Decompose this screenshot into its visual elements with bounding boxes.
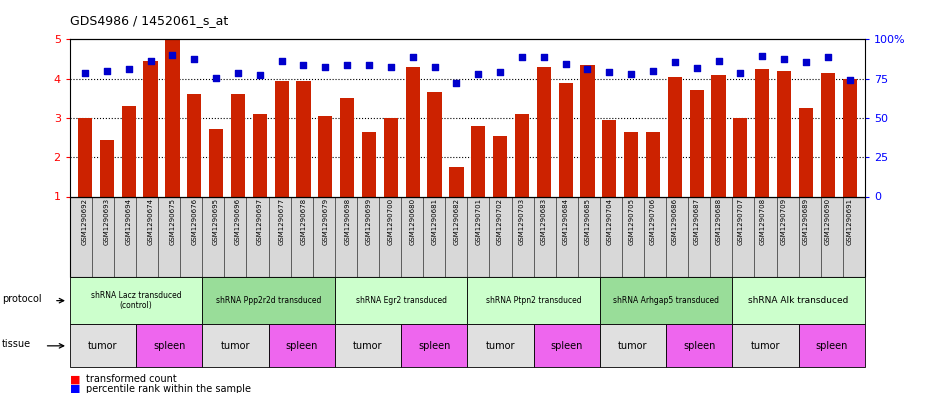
Bar	[733, 118, 748, 196]
Point	[339, 62, 354, 68]
Point	[187, 56, 202, 62]
Point	[733, 70, 748, 76]
Text: protocol: protocol	[2, 294, 42, 304]
Bar	[274, 81, 288, 196]
Point	[645, 68, 660, 74]
Bar	[340, 98, 354, 196]
Bar	[843, 79, 857, 196]
Text: spleen: spleen	[551, 341, 583, 351]
Point	[471, 71, 485, 77]
Text: shRNA Egr2 transduced: shRNA Egr2 transduced	[355, 296, 446, 305]
Point	[77, 70, 92, 76]
Bar	[537, 67, 551, 196]
Text: transformed count: transformed count	[86, 374, 177, 384]
Point	[383, 64, 398, 70]
Point	[208, 75, 223, 81]
Point	[843, 77, 857, 83]
Bar	[493, 136, 507, 196]
Bar	[711, 75, 725, 196]
Text: shRNA Alk transduced: shRNA Alk transduced	[749, 296, 849, 305]
Text: shRNA Ppp2r2d transduced: shRNA Ppp2r2d transduced	[216, 296, 321, 305]
Point	[689, 64, 704, 71]
Point	[121, 66, 136, 72]
Point	[514, 54, 529, 60]
Bar	[799, 108, 813, 196]
Bar	[318, 116, 332, 196]
Point	[100, 68, 114, 74]
Point	[602, 68, 617, 75]
Text: ■: ■	[70, 384, 80, 393]
Point	[362, 62, 377, 68]
Text: tumor: tumor	[220, 341, 250, 351]
Bar	[777, 71, 791, 196]
Point	[558, 61, 573, 67]
Bar	[297, 81, 311, 196]
Bar	[384, 118, 398, 196]
Point	[252, 72, 267, 78]
Point	[165, 52, 179, 58]
Bar	[755, 69, 769, 196]
Bar	[78, 118, 92, 196]
Text: tumor: tumor	[751, 341, 780, 351]
Text: tumor: tumor	[353, 341, 382, 351]
Text: percentile rank within the sample: percentile rank within the sample	[86, 384, 250, 393]
Point	[231, 70, 246, 76]
Bar	[603, 120, 617, 196]
Point	[580, 66, 595, 72]
Bar	[472, 126, 485, 196]
Point	[668, 59, 683, 65]
Point	[296, 62, 311, 68]
Point	[777, 56, 791, 62]
Text: shRNA Arhgap5 transduced: shRNA Arhgap5 transduced	[613, 296, 719, 305]
Point	[537, 54, 551, 60]
Text: spleen: spleen	[418, 341, 450, 351]
Point	[624, 71, 639, 77]
Bar	[624, 132, 638, 196]
Bar	[253, 114, 267, 196]
Point	[799, 59, 814, 65]
Text: ■: ■	[70, 374, 80, 384]
Point	[493, 68, 508, 75]
Bar	[690, 90, 704, 196]
Bar	[559, 83, 573, 196]
Point	[820, 54, 835, 60]
Point	[274, 58, 289, 64]
Text: GDS4986 / 1452061_s_at: GDS4986 / 1452061_s_at	[70, 15, 228, 28]
Text: tissue: tissue	[2, 339, 31, 349]
Bar	[209, 129, 223, 196]
Bar	[668, 77, 682, 196]
Bar	[646, 132, 660, 196]
Point	[449, 80, 464, 86]
Text: shRNA Lacz transduced
(control): shRNA Lacz transduced (control)	[91, 291, 181, 310]
Point	[711, 58, 726, 64]
Bar	[820, 73, 835, 196]
Text: tumor: tumor	[618, 341, 647, 351]
Bar	[231, 94, 245, 196]
Text: tumor: tumor	[485, 341, 515, 351]
Text: tumor: tumor	[88, 341, 117, 351]
Text: spleen: spleen	[816, 341, 848, 351]
Bar	[449, 167, 463, 196]
Bar	[100, 140, 114, 196]
Point	[318, 64, 333, 70]
Bar	[428, 92, 442, 196]
Bar	[515, 114, 529, 196]
Text: spleen: spleen	[153, 341, 185, 351]
Text: shRNA Ptpn2 transduced: shRNA Ptpn2 transduced	[485, 296, 581, 305]
Bar	[166, 39, 179, 197]
Bar	[580, 65, 594, 196]
Bar	[362, 132, 376, 196]
Point	[143, 58, 158, 64]
Bar	[122, 106, 136, 196]
Text: spleen: spleen	[286, 341, 318, 351]
Point	[427, 64, 442, 70]
Point	[755, 53, 770, 59]
Bar	[405, 67, 419, 196]
Point	[405, 54, 420, 60]
Text: spleen: spleen	[683, 341, 715, 351]
Bar	[143, 61, 158, 196]
Bar	[187, 94, 202, 196]
